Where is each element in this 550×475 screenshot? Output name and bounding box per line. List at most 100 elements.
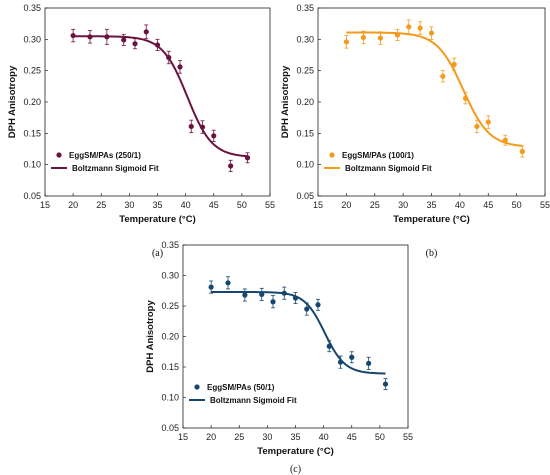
- y-tick-label: 0.20: [296, 97, 314, 107]
- x-tick-label: 30: [124, 200, 134, 210]
- x-tick-label: 55: [540, 200, 550, 210]
- fit-curve: [211, 290, 386, 375]
- y-tick-label: 0.30: [296, 34, 314, 44]
- panel-label: (b): [426, 248, 438, 259]
- data-point: [87, 34, 93, 40]
- y-tick-label: 0.10: [296, 160, 314, 170]
- x-tick-label: 25: [370, 200, 380, 210]
- data-point: [428, 30, 435, 36]
- data-point: [292, 295, 299, 301]
- y-tick-label: 0.25: [296, 66, 314, 76]
- data-point: [208, 284, 214, 290]
- data-point: [337, 359, 344, 365]
- y-tick-label: 0.30: [161, 271, 179, 281]
- y-tick-label: 0.15: [296, 128, 314, 138]
- data-point: [242, 292, 248, 298]
- chart-panel-a: 15 20 25 30 35 40 45 50 55 0.05 0.10 0.15 0.20 0.25 0.…: [7, 3, 275, 259]
- x-tick-label: 45: [209, 200, 219, 210]
- x-tick-label: 40: [181, 200, 191, 210]
- x-tick-label: 40: [455, 200, 465, 210]
- data-point: [270, 299, 276, 305]
- data-point: [366, 360, 372, 366]
- x-tick-label: 20: [206, 432, 216, 442]
- y-axis-label: DPH Anisotropy: [145, 300, 156, 373]
- y-tick-label: 0.35: [23, 3, 41, 13]
- x-tick-label: 20: [68, 200, 78, 210]
- legend-label-fit: Boltzmann Sigmoid Fit: [345, 164, 432, 173]
- legend-label-points: EggSM/PAs (100/1): [342, 151, 414, 160]
- data-point: [143, 29, 149, 35]
- data-point: [166, 54, 172, 61]
- data-point: [259, 291, 265, 298]
- data-point: [132, 41, 138, 47]
- y-tick-label: 0.25: [161, 301, 179, 311]
- data-point: [244, 155, 251, 161]
- fit-curve: [73, 35, 248, 158]
- x-tick-label: 15: [178, 432, 188, 442]
- data-point: [225, 280, 231, 286]
- data-point: [474, 123, 480, 130]
- legend-marker-points: [56, 152, 62, 158]
- data-point: [360, 34, 366, 41]
- data-point: [188, 123, 194, 130]
- data-point: [343, 39, 349, 45]
- x-tick-label: 50: [237, 200, 247, 210]
- data-point: [377, 35, 384, 41]
- x-tick-label: 30: [398, 200, 408, 210]
- legend-label-fit: Boltzmann Sigmoid Fit: [210, 396, 297, 405]
- data-point: [154, 42, 161, 48]
- data-point: [462, 95, 469, 101]
- y-tick-label: 0.30: [23, 34, 41, 44]
- data-point: [281, 290, 287, 296]
- data-point: [440, 73, 446, 79]
- data-point: [228, 163, 234, 169]
- data-point: [519, 148, 525, 155]
- y-tick-label: 0.10: [161, 393, 179, 403]
- data-point: [417, 25, 423, 31]
- legend-marker-points: [329, 152, 335, 158]
- data-point: [121, 37, 127, 43]
- data-point: [485, 119, 491, 125]
- y-tick-label: 0.20: [161, 332, 179, 342]
- data-point: [104, 34, 110, 40]
- x-tick-label: 50: [512, 200, 522, 210]
- data-point: [394, 32, 401, 38]
- data-point: [211, 133, 217, 139]
- data-point: [199, 124, 206, 130]
- y-axis-label: DPH Anisotropy: [7, 65, 18, 138]
- x-tick-label: 55: [403, 432, 413, 442]
- data-point: [406, 24, 412, 30]
- data-point: [304, 306, 310, 312]
- x-tick-label: 40: [319, 432, 329, 442]
- x-tick-label: 15: [313, 200, 323, 210]
- data-point: [177, 64, 183, 70]
- y-tick-label: 0.05: [161, 423, 179, 433]
- y-tick-label: 0.10: [23, 160, 41, 170]
- data-point: [502, 137, 508, 143]
- data-point: [70, 32, 76, 39]
- y-axis-label: DPH Anisotropy: [280, 65, 291, 138]
- y-tick-label: 0.25: [23, 66, 41, 76]
- legend-label-fit: Boltzmann Sigmoid Fit: [72, 164, 159, 173]
- x-axis-label: Temperature (°C): [393, 214, 469, 225]
- legend-label-points: EggSM/PAs (50/1): [207, 383, 275, 392]
- panel-label: (a): [152, 248, 163, 259]
- x-tick-label: 50: [375, 432, 385, 442]
- legend-label-points: EggSM/PAs (250/1): [69, 151, 141, 160]
- fit-curve: [346, 31, 523, 147]
- chart-panel-c: 15 20 25 30 35 40 45 50 55 0.05 0.10 0.15 0.20 0.25 0.…: [145, 240, 413, 475]
- x-tick-label: 35: [152, 200, 162, 210]
- panel-label: (c): [290, 464, 301, 475]
- x-axis-label: Temperature (°C): [119, 214, 195, 225]
- x-axis-label: Temperature (°C): [257, 446, 333, 457]
- data-point: [315, 302, 321, 308]
- x-tick-label: 25: [234, 432, 244, 442]
- y-tick-label: 0.15: [23, 128, 41, 138]
- x-tick-label: 15: [40, 200, 50, 210]
- x-tick-label: 25: [96, 200, 106, 210]
- data-point: [382, 381, 389, 387]
- x-tick-label: 35: [290, 432, 300, 442]
- y-tick-label: 0.35: [161, 240, 179, 250]
- y-tick-label: 0.20: [23, 97, 41, 107]
